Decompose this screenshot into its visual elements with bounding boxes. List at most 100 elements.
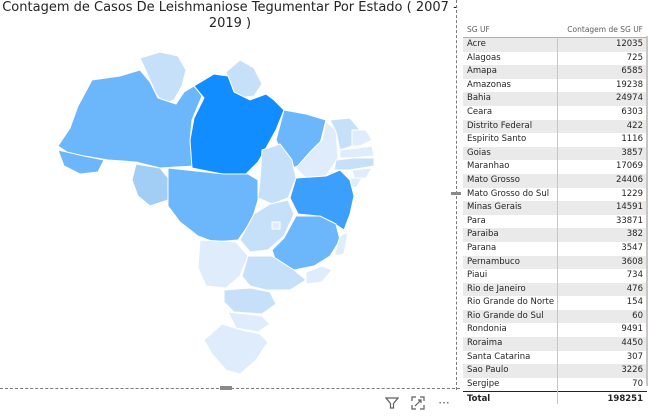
row-count: 382 [626, 229, 643, 240]
state-santa-catarina[interactable] [227, 311, 271, 333]
table-row[interactable]: Pernambuco 3608 [463, 255, 647, 270]
resize-handle-right[interactable] [451, 192, 461, 195]
row-state: Distrito Federal [467, 120, 533, 131]
state-espirito-santo[interactable] [333, 231, 349, 257]
state-pernambuco[interactable] [333, 157, 375, 171]
table-row[interactable]: Paraiba 382 [463, 228, 647, 242]
row-state: Parana [467, 242, 497, 253]
row-state: Amapa [467, 66, 497, 77]
total-value: 198251 [607, 394, 644, 405]
row-count: 734 [626, 270, 643, 281]
row-state: Piaui [467, 270, 488, 281]
panel-divider [456, 0, 459, 390]
state-paraiba[interactable] [339, 145, 375, 159]
state-distrito-federal[interactable] [271, 221, 281, 230]
row-count: 60 [632, 310, 643, 321]
table-row[interactable]: Minas Gerais 14591 [463, 201, 647, 215]
row-count: 3547 [621, 242, 643, 253]
table-body: Acre 12035 Alagoas 725 Amapa 6585 Amazonas 1923… [463, 38, 647, 391]
state-para[interactable] [189, 73, 285, 175]
row-count: 725 [626, 52, 643, 63]
row-state: Mato Grosso do Sul [467, 188, 550, 199]
table-row[interactable]: Goias 3857 [463, 146, 647, 161]
row-count: 476 [626, 283, 643, 294]
more-options-icon[interactable]: ··· [438, 396, 450, 410]
table-row[interactable]: Rondonia 9491 [463, 323, 647, 337]
table-row[interactable]: Parana 3547 [463, 242, 647, 256]
table-row[interactable]: Espirito Santo 1116 [463, 133, 647, 147]
state-parana[interactable] [223, 287, 277, 315]
row-count: 422 [626, 120, 643, 131]
state-rio-grande-do-sul[interactable] [203, 323, 269, 375]
table-row[interactable]: Distrito Federal 422 [463, 119, 647, 134]
table-row[interactable]: Rio Grande do Sul 60 [463, 309, 647, 324]
row-state: Acre [467, 39, 486, 49]
map-visual[interactable]: Contagem de Casos De Leishmaniose Tegume… [0, 0, 460, 392]
table-row[interactable]: Rio de Janeiro 476 [463, 282, 647, 297]
table-row[interactable]: Roraima 4450 [463, 337, 647, 351]
table-row[interactable]: Santa Catarina 307 [463, 351, 647, 365]
row-count: 14591 [615, 202, 643, 213]
table-scrollbar[interactable] [646, 36, 648, 386]
table-row[interactable]: Sergipe 70 [463, 378, 647, 392]
row-count: 33871 [615, 215, 643, 226]
map-title: Contagem de Casos De Leishmaniose Tegume… [2, 0, 458, 31]
state-rio-de-janeiro[interactable] [305, 265, 333, 285]
row-state: Rio Grande do Sul [467, 310, 544, 321]
row-count: 6303 [621, 106, 643, 117]
row-count: 9491 [621, 324, 643, 335]
row-state: Sergipe [467, 378, 500, 389]
row-count: 154 [626, 297, 643, 308]
state-tocantins[interactable] [257, 143, 297, 205]
row-count: 24406 [615, 174, 643, 185]
column-header-state[interactable]: SG UF [467, 25, 490, 34]
row-state: Rondonia [467, 324, 507, 335]
table-visual[interactable]: SG UF Contagem de SG UF Acre 12035 Alagoas… [463, 16, 647, 405]
table-row[interactable]: Acre 12035 [463, 38, 647, 52]
row-state: Goias [467, 147, 491, 158]
visual-header-toolbar: ··· [384, 394, 452, 412]
column-divider[interactable] [557, 38, 558, 404]
table-row[interactable]: Rio Grande do Norte 154 [463, 296, 647, 310]
row-state: Mato Grosso [467, 174, 520, 185]
resize-handle-bottom[interactable] [220, 386, 232, 390]
brazil-state-map[interactable] [0, 0, 460, 392]
focus-mode-icon[interactable] [410, 395, 426, 411]
row-state: Alagoas [467, 52, 501, 63]
table-row[interactable]: Para 33871 [463, 215, 647, 229]
row-count: 4450 [621, 338, 643, 349]
state-rio-grande-do-norte[interactable] [351, 129, 373, 147]
table-row[interactable]: Alagoas 725 [463, 52, 647, 66]
row-count: 24974 [615, 93, 643, 104]
row-state: Roraima [467, 338, 503, 349]
table-row[interactable]: Piaui 734 [463, 269, 647, 283]
table-row[interactable]: Bahia 24974 [463, 92, 647, 106]
row-count: 70 [632, 378, 643, 389]
state-sao-paulo[interactable] [241, 255, 307, 291]
row-state: Minas Gerais [467, 202, 522, 213]
table-row[interactable]: Amapa 6585 [463, 65, 647, 79]
state-rondonia[interactable] [131, 163, 169, 207]
state-mato-grosso-do-sul[interactable] [197, 239, 249, 289]
row-count: 6585 [621, 66, 643, 77]
state-bahia[interactable] [289, 169, 355, 231]
table-row[interactable]: Sao Paulo 3226 [463, 364, 647, 378]
table-row[interactable]: Amazonas 19238 [463, 79, 647, 93]
row-state: Sao Paulo [467, 365, 509, 376]
table-row[interactable]: Mato Grosso 24406 [463, 173, 647, 188]
state-acre[interactable] [57, 149, 105, 175]
column-header-count[interactable]: Contagem de SG UF [567, 25, 643, 34]
row-count: 1116 [621, 134, 643, 145]
row-count: 12035 [615, 39, 643, 49]
total-label: Total [467, 394, 491, 405]
state-alagoas[interactable] [351, 167, 373, 179]
table-row[interactable]: Ceara 6303 [463, 106, 647, 120]
table-row[interactable]: Mato Grosso do Sul 1229 [463, 188, 647, 202]
row-count: 307 [626, 351, 643, 362]
filter-icon[interactable] [384, 395, 400, 411]
table-total-row: Total 198251 [463, 391, 647, 405]
table-row[interactable]: Maranhao 17069 [463, 160, 647, 174]
state-goias[interactable] [239, 199, 295, 253]
row-state: Amazonas [467, 79, 511, 90]
row-count: 3857 [621, 147, 643, 158]
